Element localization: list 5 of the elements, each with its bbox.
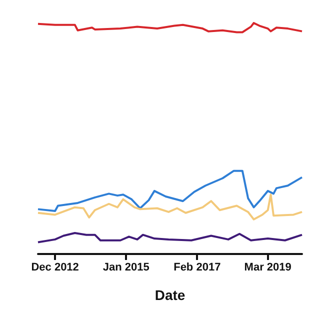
x-tick-label: Mar 2019: [244, 262, 292, 274]
x-axis-title: Date: [154, 287, 186, 303]
x-tick-label: Feb 2017: [174, 262, 221, 274]
x-tick-label: Dec 2012: [31, 262, 79, 274]
x-tick-label: Jan 2015: [102, 262, 150, 274]
